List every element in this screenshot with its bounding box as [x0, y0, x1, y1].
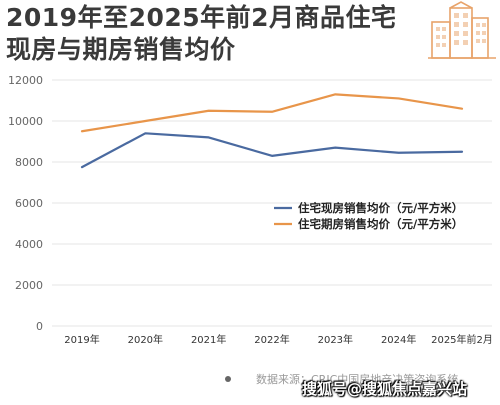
watermark: 搜狐号@搜狐焦点嘉兴站 — [302, 380, 468, 398]
x-tick-label: 2025年前2月 — [431, 333, 493, 346]
x-tick-label: 2023年 — [318, 333, 353, 346]
y-tick-label: 8000 — [15, 156, 43, 169]
y-tick-label: 2000 — [15, 279, 43, 292]
legend-label: 住宅现房销售均价（元/平方米） — [298, 201, 463, 215]
footer-bullet — [225, 376, 231, 382]
chart-title: 2019年至2025年前2月商品住宅 现房与期房销售均价 — [6, 2, 406, 66]
series-line-1 — [80, 93, 464, 133]
x-tick-label: 2020年 — [128, 333, 163, 346]
building-icon — [428, 1, 496, 59]
title-line-1: 2019年至2025年前2月商品住宅 — [6, 3, 397, 32]
x-tick-label: 2021年 — [191, 333, 226, 346]
y-tick-label: 12000 — [8, 74, 43, 87]
legend-label: 住宅期房销售均价（元/平方米） — [298, 217, 463, 231]
y-tick-label: 10000 — [8, 115, 43, 128]
x-tick-label: 2019年 — [64, 333, 99, 346]
x-tick-label: 2022年 — [254, 333, 289, 346]
x-tick-label: 2024年 — [381, 333, 416, 346]
footer-source: 数据来源：CRIC中国房地产决策咨询系统 — [256, 373, 459, 386]
y-tick-label: 4000 — [15, 238, 43, 251]
y-tick-label: 0 — [36, 320, 43, 333]
title-line-2: 现房与期房销售均价 — [6, 35, 236, 64]
y-tick-label: 6000 — [15, 197, 43, 210]
